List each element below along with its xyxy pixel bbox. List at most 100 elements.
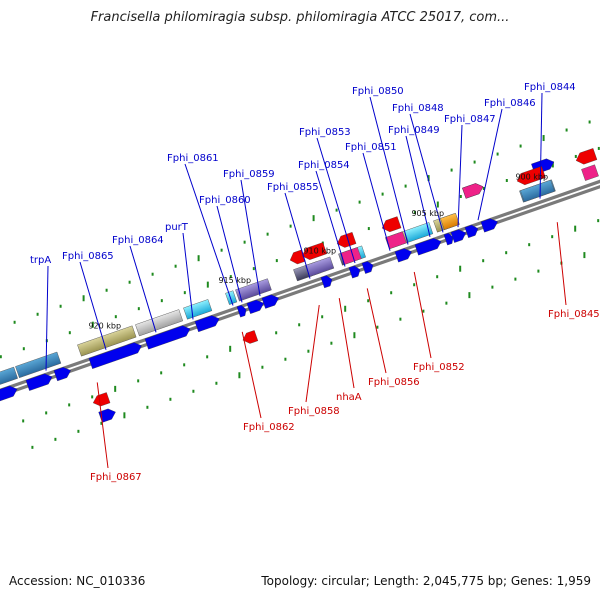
forward-cds-arrow-body [361, 261, 374, 274]
reverse-cds-arrow-body [289, 249, 306, 265]
gene-label: Fphi_0867 [90, 472, 142, 483]
scale-label: 915 kbp [218, 276, 251, 285]
gene-leader-line [184, 163, 234, 306]
gene-label: Fphi_0845 [548, 309, 600, 320]
scale-label: 910 kbp [303, 247, 336, 256]
gene-leader-line [477, 108, 503, 221]
forward-cds-arrow [0, 385, 18, 404]
forward-cds-arrow-body [480, 218, 498, 233]
gene-leader-line [362, 152, 391, 251]
forward-cds-arrow [361, 261, 374, 274]
gene-leader-line [96, 382, 109, 469]
gene-label: Fphi_0846 [484, 98, 536, 109]
reverse-cds-arrow [575, 148, 598, 165]
forward-cds-arrow-body [414, 238, 442, 256]
gene-label: Fphi_0852 [413, 362, 465, 373]
gene-label: Fphi_0858 [288, 406, 340, 417]
forward-cds-arrow-body [144, 325, 191, 350]
accession-label: Accession: NC_010336 [9, 574, 146, 588]
rna-block [462, 183, 484, 199]
feature-block [15, 351, 62, 379]
forward-cds-arrow [25, 373, 53, 391]
feature-block-body [0, 366, 18, 389]
forward-cds-arrow-body [394, 248, 412, 263]
gene-leader-line [366, 288, 387, 374]
gene-leader-line [316, 137, 356, 264]
gene-leader-line [240, 179, 261, 297]
gene-label: Fphi_0862 [243, 422, 295, 433]
rna-block-body [581, 164, 599, 181]
gene-label: Fphi_0859 [223, 169, 275, 180]
forward-cds-arrow-body [348, 265, 361, 279]
reverse-cds-arrow-body [381, 216, 402, 233]
gene-label: purT [165, 222, 189, 233]
gene-leader-line [413, 271, 432, 359]
reverse-cds-arrow-body [336, 232, 357, 248]
gene-label: trpA [30, 255, 51, 266]
forward-cds-arrow [394, 248, 412, 263]
gene-leader-line [409, 113, 444, 233]
gene-leader-line [405, 135, 431, 237]
gene-leader-line [79, 261, 107, 350]
reverse-cds-arrow-body [516, 166, 546, 185]
gene-label: Fphi_0853 [299, 127, 351, 138]
forward-cds-arrow [246, 299, 264, 314]
rna-block [385, 231, 407, 250]
reverse-cds-arrow [336, 232, 357, 248]
gene-label: Fphi_0847 [444, 114, 496, 125]
gene-leader-line [182, 232, 194, 320]
gene-label: Fphi_0848 [392, 103, 444, 114]
gene-label: Fphi_0844 [524, 82, 576, 93]
forward-cds-arrow [480, 218, 498, 233]
feature-block [77, 325, 137, 357]
forward-cds-arrow [261, 294, 279, 309]
forward-cds-arrow [443, 232, 454, 246]
forward-cds-arrow [144, 325, 191, 350]
gene-leader-line [45, 265, 49, 371]
gene-label: Fphi_0851 [345, 142, 397, 153]
feature-block-body [235, 278, 272, 302]
feature-block-body [520, 179, 555, 203]
feature-block [225, 290, 238, 305]
gene-leader-line [284, 192, 311, 279]
forward-cds-arrow-body [88, 342, 142, 369]
feature-block-body [77, 325, 137, 357]
feature-block-body [183, 299, 213, 320]
feature-block-body [135, 309, 184, 337]
feature-block-body [15, 351, 62, 379]
scale-label: 920 kbp [88, 321, 121, 330]
gene-leader-line [129, 245, 157, 333]
forward-cds-arrow-body [0, 385, 18, 404]
feature-block-body [440, 212, 460, 231]
gene-label: Fphi_0850 [352, 86, 404, 97]
reverse-cds-arrow [92, 392, 111, 407]
forward-cds-arrow [236, 305, 247, 318]
forward-cds-arrow-body [320, 275, 333, 289]
forward-cds-arrow [348, 265, 361, 279]
feature-block [135, 309, 184, 337]
rna-block-body [462, 183, 484, 199]
forward-cds-arrow-body [464, 224, 479, 238]
feature-block [305, 256, 335, 278]
forward-cds-arrow-body [261, 294, 279, 309]
forward-cds-arrow-body [194, 315, 220, 333]
gene-leader-line [315, 170, 346, 267]
gene-leader-line [305, 305, 320, 403]
forward-cds-arrow-body [443, 232, 454, 246]
reverse-cds-arrow [381, 216, 402, 233]
feature-block [520, 179, 555, 203]
forward-cds-arrow [450, 229, 467, 243]
forward-cds-arrow [194, 315, 220, 333]
reverse-cds-arrow [289, 249, 306, 265]
gene-leader-line [369, 96, 409, 245]
gene-label: Fphi_0864 [112, 235, 164, 246]
gene-label: Fphi_0861 [167, 153, 219, 164]
reverse-cds-arrow-body [575, 148, 598, 165]
gene-leader-line [457, 124, 463, 228]
gene-label: Fphi_0855 [267, 182, 319, 193]
forward-cds-arrow-body [246, 299, 264, 314]
forward-cds-arrow [320, 275, 333, 289]
feature-block [0, 366, 18, 389]
feature-block [440, 212, 460, 231]
